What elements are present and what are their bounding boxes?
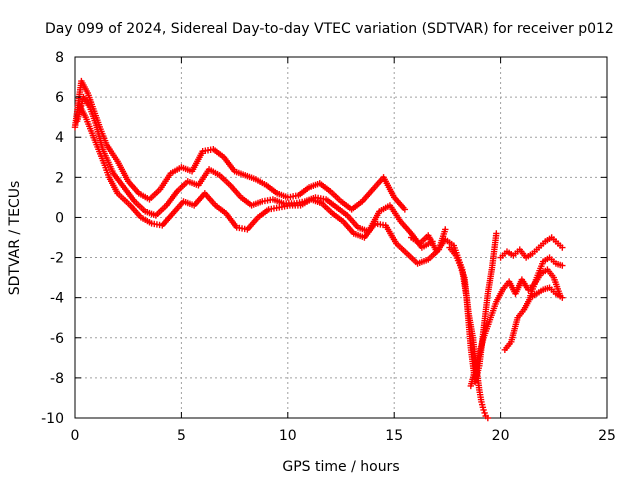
y-axis-label: SDTVAR / TECUs bbox=[7, 181, 23, 296]
data-point bbox=[493, 230, 500, 237]
chart-title: Day 099 of 2024, Sidereal Day-to-day VTE… bbox=[45, 21, 614, 37]
x-tick-label: 10 bbox=[279, 428, 297, 444]
data-point bbox=[484, 414, 492, 422]
series-track-5 bbox=[446, 244, 492, 422]
series-track-7 bbox=[497, 234, 566, 261]
y-tick-label: -10 bbox=[41, 411, 64, 427]
series-track-1 bbox=[71, 77, 409, 213]
y-tick-label: -4 bbox=[50, 291, 64, 307]
y-tick-label: -6 bbox=[50, 331, 64, 347]
data-point bbox=[481, 409, 488, 417]
y-tick-label: -8 bbox=[50, 371, 64, 387]
grid bbox=[75, 57, 607, 418]
data-point bbox=[559, 262, 566, 269]
axis-ticks: 0 5 10 15 20 25 -10 -8 -6 -4 -2 0 2 4 6 8 bbox=[41, 50, 616, 444]
y-tick-label: 2 bbox=[55, 170, 64, 186]
y-tick-label: 0 bbox=[55, 210, 64, 226]
x-tick-label: 15 bbox=[385, 428, 403, 444]
data-point bbox=[480, 406, 487, 414]
y-tick-label: 6 bbox=[55, 90, 64, 106]
data-point bbox=[559, 244, 566, 251]
series-track-6 bbox=[467, 266, 564, 390]
y-tick-label: 4 bbox=[55, 130, 64, 146]
data-point bbox=[559, 294, 566, 301]
y-tick-label: 8 bbox=[55, 50, 64, 66]
data-point bbox=[401, 206, 409, 213]
series-track-9 bbox=[527, 254, 566, 299]
x-tick-label: 20 bbox=[492, 428, 510, 444]
series-track-2 bbox=[73, 93, 436, 251]
x-tick-label: 5 bbox=[177, 428, 186, 444]
x-tick-label: 0 bbox=[71, 428, 80, 444]
x-tick-label: 25 bbox=[598, 428, 616, 444]
data-point bbox=[442, 226, 449, 233]
x-axis-label: GPS time / hours bbox=[282, 459, 399, 475]
series-track-8 bbox=[501, 284, 566, 354]
plot-frame bbox=[74, 56, 608, 419]
y-tick-label: -2 bbox=[50, 251, 64, 267]
data-points bbox=[71, 77, 566, 422]
